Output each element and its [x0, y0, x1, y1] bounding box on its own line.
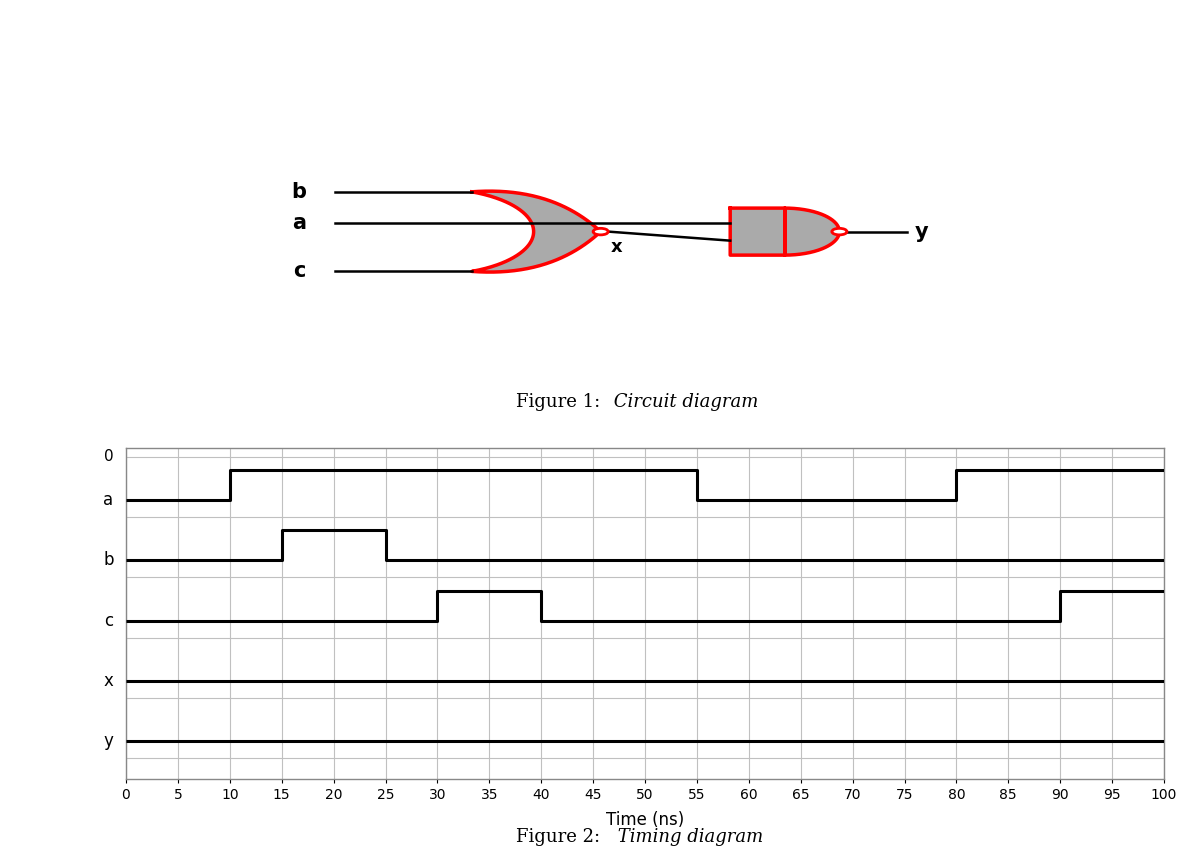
Text: b: b [103, 551, 114, 569]
Text: 0: 0 [104, 449, 114, 464]
Text: c: c [294, 262, 306, 282]
Text: b: b [292, 182, 306, 201]
Text: a: a [103, 491, 114, 509]
Text: x: x [611, 238, 623, 256]
Polygon shape [785, 208, 839, 255]
Text: Circuit diagram: Circuit diagram [608, 393, 758, 411]
Polygon shape [730, 208, 785, 255]
Text: Timing diagram: Timing diagram [612, 828, 763, 846]
Text: c: c [104, 611, 114, 629]
Circle shape [832, 228, 847, 235]
Text: a: a [292, 213, 306, 232]
Text: Figure 1:: Figure 1: [516, 393, 600, 411]
Text: y: y [103, 732, 114, 750]
X-axis label: Time (ns): Time (ns) [606, 810, 684, 828]
Text: x: x [103, 672, 114, 690]
Circle shape [593, 228, 608, 235]
Polygon shape [472, 191, 601, 272]
Text: Figure 2:: Figure 2: [516, 828, 600, 846]
Text: y: y [916, 221, 929, 242]
